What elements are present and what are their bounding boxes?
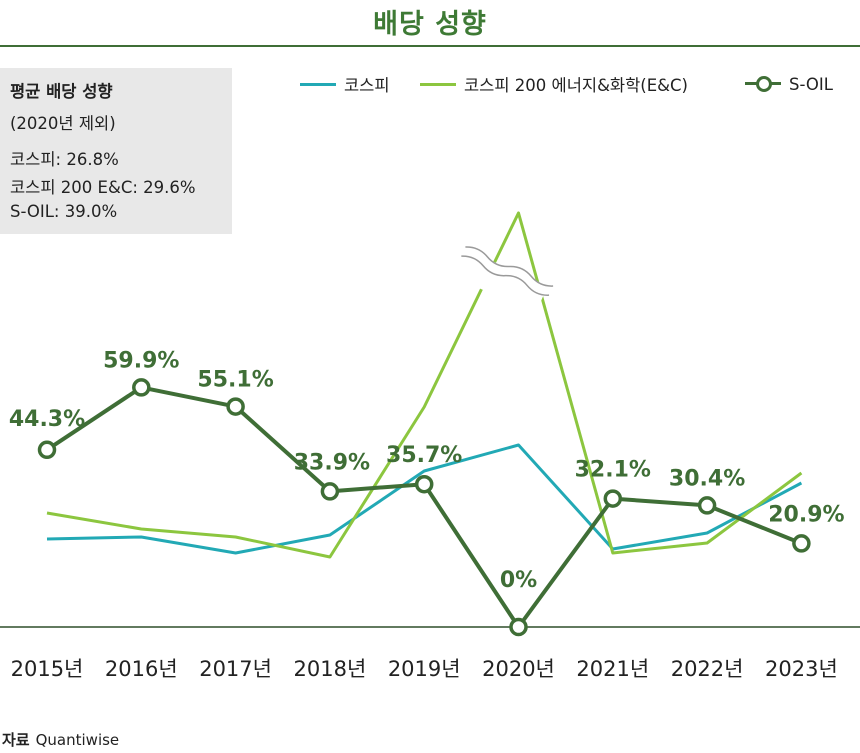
legend-item-kospi: 코스피: [300, 72, 390, 96]
data-point-soil: [792, 534, 811, 553]
source-note: 자료 Quantiwise: [2, 729, 119, 750]
legend-swatch-soil: [745, 72, 781, 96]
legend-swatch-kospi: [300, 82, 336, 86]
legend-label-kospi200: 코스피 200 에너지&화학(E&C): [464, 76, 688, 95]
data-label-soil: 30.4%: [669, 466, 745, 491]
x-tick-label: 2018년: [294, 657, 367, 681]
data-point-soil: [320, 482, 340, 501]
data-label-soil: 32.1%: [575, 458, 651, 483]
source-name: Quantiwise: [35, 731, 120, 749]
average-payout-box: 평균 배당 성향 (2020년 제외) 코스피: 26.8% 코스피 200 E…: [0, 68, 232, 234]
data-label-soil: 44.3%: [9, 407, 85, 432]
data-label-soil: 55.1%: [197, 368, 273, 393]
data-point-soil: [226, 397, 245, 416]
data-point-soil: [603, 489, 623, 508]
x-tick-label: 2017년: [199, 657, 272, 681]
x-tick-label: 2023년: [765, 657, 838, 681]
x-tick-label: 2019년: [388, 657, 461, 681]
legend-label-soil: S-OIL: [789, 74, 833, 94]
data-label-soil: 59.9%: [103, 348, 179, 373]
chart-title: 배당 성향: [373, 9, 487, 40]
data-point-soil: [697, 496, 717, 515]
data-label-soil: 33.9%: [294, 450, 370, 475]
average-box-heading: 평균 배당 성향: [10, 82, 113, 101]
data-point-soil: [414, 474, 434, 494]
axis-break-mark-bottom: [461, 255, 550, 296]
data-point-soil: [509, 617, 528, 637]
average-soil: S-OIL: 39.0%: [10, 202, 118, 221]
average-kospi: 코스피: 26.8%: [10, 150, 119, 169]
data-label-soil: 0%: [500, 568, 537, 593]
average-kospi200-ec: 코스피 200 E&C: 29.6%: [10, 178, 196, 197]
legend-swatch-kospi200: [420, 82, 456, 86]
source-label: 자료: [2, 731, 30, 749]
data-label-soil: 20.9%: [768, 502, 844, 527]
axis-break-gap: [466, 254, 548, 314]
average-box-subheading: (2020년 제외): [10, 114, 116, 133]
x-tick-label: 2022년: [671, 657, 744, 681]
legend-item-kospi200: 코스피 200 에너지&화학(E&C): [420, 72, 688, 96]
title-divider: [0, 45, 860, 47]
chart-legend: 코스피 코스피 200 에너지&화학(E&C) S-OIL: [0, 72, 860, 96]
x-tick-label: 2021년: [576, 657, 649, 681]
data-label-soil: 35.7%: [386, 443, 462, 468]
data-point-soil: [37, 440, 57, 460]
series-line-kospi200: [46, 211, 803, 559]
x-tick-label: 2016년: [105, 657, 178, 681]
data-point-soil: [132, 378, 151, 397]
x-tick-label: 2020년: [482, 657, 555, 681]
x-tick-label: 2015년: [11, 657, 84, 681]
axis-break-mark-top: [465, 246, 554, 287]
series-line-kospi: [46, 443, 803, 555]
legend-item-soil: S-OIL: [745, 72, 833, 96]
legend-label-kospi: 코스피: [344, 76, 390, 95]
series-line-soil: [45, 385, 803, 629]
